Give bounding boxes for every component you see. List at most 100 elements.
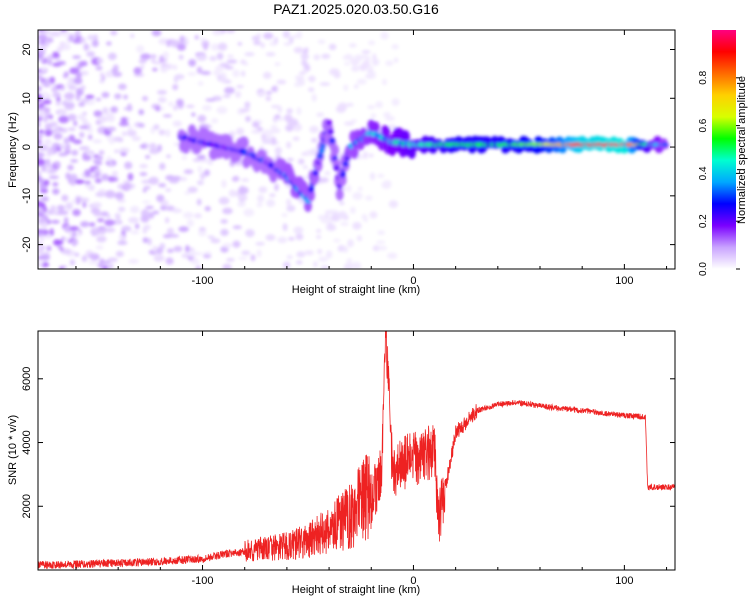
spectrogram-cell (159, 162, 166, 171)
spectrogram-cell (352, 221, 362, 230)
spectrogram-cell (184, 191, 191, 195)
spectrogram-cell (319, 82, 331, 86)
spectrogram-cell (337, 211, 348, 220)
spectrogram-cell (316, 228, 322, 233)
spectrogram-cell (287, 118, 299, 127)
spectrogram-cell (131, 136, 141, 142)
spectrogram-cell (67, 127, 76, 132)
spectrogram-cell (351, 65, 360, 72)
spectrogram-cell (61, 194, 69, 202)
spectrogram-cell (84, 180, 91, 185)
spectrogram-cell (188, 59, 197, 67)
spectrogram-cell (69, 34, 74, 42)
spectrogram-frame (37, 29, 676, 270)
spectrogram-cell (286, 158, 294, 162)
spectrogram-cell (156, 194, 165, 203)
spectrogram-cell (222, 207, 233, 215)
spectrogram-cell (119, 147, 130, 154)
spectrogram-cell (42, 90, 48, 99)
spectrogram-cell (204, 205, 211, 212)
spectrogram-cell (165, 188, 172, 192)
spectrogram-cell (298, 158, 305, 165)
spectrogram-cell (126, 129, 137, 137)
spectrogram-cell (165, 129, 171, 137)
spectrogram-cell (211, 30, 223, 36)
spectrogram-cell (313, 54, 321, 61)
spectrogram-cell (63, 137, 70, 145)
spectrogram-cell (178, 54, 184, 60)
spectrogram-cell (361, 50, 371, 54)
spectrogram-cell (196, 180, 204, 186)
spectrogram-cell (168, 234, 180, 238)
spectrogram-cell (215, 65, 224, 73)
spectrogram-cell (273, 36, 279, 45)
spectrogram-cell (183, 169, 194, 175)
spectrogram-cell (241, 178, 250, 182)
spectrogram-cell (276, 79, 287, 85)
spectrogram-cell (369, 172, 376, 181)
snr-panel: -100 0 100 2000 4000 6000 Height of straight… (7, 330, 676, 596)
spectrogram-cell (143, 185, 151, 190)
spectrogram-cell (301, 59, 307, 67)
spectrogram-cell (190, 259, 200, 265)
spectrogram-cell (41, 60, 48, 64)
spectrogram-cell (172, 120, 183, 127)
spectrogram-cell (78, 60, 88, 67)
spectrogram-cell (46, 138, 52, 146)
spectrogram-cell (38, 74, 43, 80)
x-tick-label: 0 (410, 275, 416, 287)
figure-title: PAZ1.2025.020.03.50.G16 (273, 1, 439, 17)
spectrogram-cell (324, 170, 331, 176)
spectrogram-cell (99, 258, 105, 265)
spectrogram-cell (232, 69, 240, 78)
spectrogram-cell (266, 199, 276, 208)
spectrogram-cell (79, 131, 85, 139)
spectrogram-cell (83, 154, 92, 161)
spectrogram-cell (294, 75, 305, 81)
spectrogram-cell (316, 112, 325, 117)
spectrogram-cell (108, 160, 114, 167)
spectrogram-cell (295, 260, 303, 265)
spectrogram-cell (96, 218, 105, 223)
spectrogram-cell (106, 155, 112, 162)
spectrogram-cell (140, 53, 151, 60)
spectrogram-cell (210, 43, 220, 51)
spectrogram-cell (38, 231, 45, 236)
spectrogram-cell (282, 261, 291, 269)
spectrogram-cell (325, 250, 333, 259)
spectrogram-cell (63, 216, 69, 224)
spectrogram-cell (181, 155, 188, 161)
y-tick-label: -20 (21, 237, 33, 253)
spectrogram-cell (140, 64, 145, 70)
spectrogram-cell (118, 121, 130, 127)
colorbar-tick-label: 0.6 (698, 118, 709, 132)
spectrogram-cell (56, 61, 67, 66)
spectrogram-cell (89, 222, 96, 227)
x-tick-label: -100 (192, 275, 214, 287)
spectrogram-cell (327, 209, 339, 215)
spectrogram-cell (197, 165, 203, 173)
spectrogram-cell (149, 142, 157, 150)
spectrogram-cell (67, 164, 74, 171)
spectrogram-cell (82, 200, 87, 209)
spectrogram-cell (265, 90, 273, 95)
spectrogram-cell (82, 111, 87, 116)
spectrogram-cell (356, 78, 367, 85)
spectrogram-cell (142, 237, 149, 244)
spectrogram-cell (317, 248, 323, 255)
spectrogram-cell (286, 254, 293, 260)
spectrogram-cell (196, 198, 202, 206)
spectrogram-cell (152, 61, 162, 65)
spectrogram-cell (70, 159, 79, 163)
spectrogram-cell (148, 211, 155, 219)
spectrogram-cell (123, 107, 133, 111)
spectrogram-cell (114, 212, 121, 219)
spectrogram-cell (41, 47, 47, 51)
spectrogram-cell (388, 200, 399, 209)
spectrogram-cell (389, 124, 396, 129)
spectrogram-cell (240, 70, 246, 77)
spectrogram-cell (80, 221, 90, 228)
spectrogram-cell (38, 143, 42, 148)
colorbar-tick-label: 0.8 (698, 70, 709, 84)
spectrogram-cell (362, 60, 371, 68)
